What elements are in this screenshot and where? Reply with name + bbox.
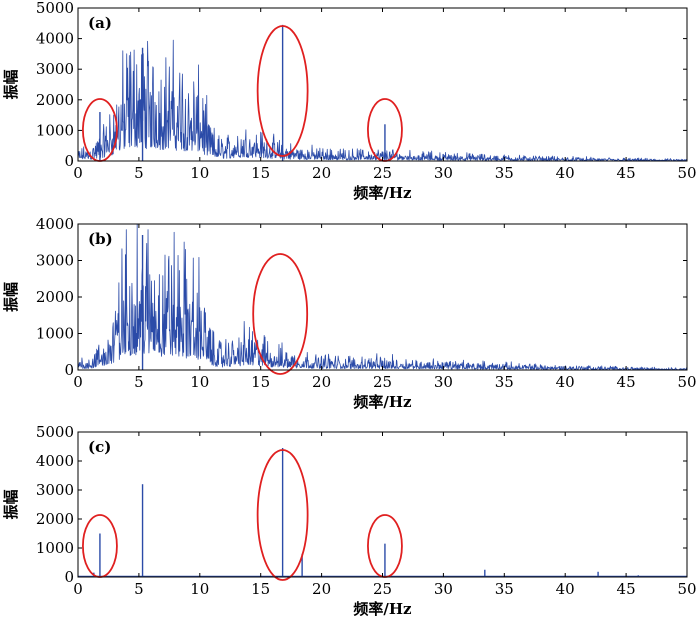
x-tick-label: 25 — [373, 164, 392, 182]
x-tick-label: 45 — [617, 373, 636, 391]
y-tick-label: 0 — [64, 152, 74, 170]
x-tick-label: 15 — [251, 580, 270, 598]
x-tick-label: 30 — [434, 164, 453, 182]
x-tick-label: 5 — [134, 373, 144, 391]
panel-a: 0 5 10 15 20 25 30 35 40 45 50 0 1000 2000 3000 4000 500… — [2, 0, 697, 202]
y-axis-title: 振幅 — [2, 69, 20, 99]
x-tick-label: 5 — [134, 580, 144, 598]
x-tick-label: 40 — [556, 580, 575, 598]
x-tick-label: 15 — [251, 164, 270, 182]
x-tick-label: 35 — [495, 373, 514, 391]
panel-b: 0 5 10 15 20 25 30 35 40 45 50 0 1000 2000 3000 4000 (b)… — [2, 215, 697, 411]
x-tick-label: 35 — [495, 164, 514, 182]
x-axis-title: 频率/Hz — [353, 184, 412, 202]
x-tick-label: 45 — [617, 580, 636, 598]
y-tick-label: 0 — [64, 568, 74, 586]
x-tick-label: 45 — [617, 164, 636, 182]
x-tick-label: 0 — [73, 164, 83, 182]
x-tick-label: 40 — [556, 164, 575, 182]
panel-c: 0 5 10 15 20 25 30 35 40 45 50 0 1000 2000 3000 4000 500… — [2, 423, 697, 618]
highlight-circle-1 — [256, 25, 309, 157]
x-tick-label: 30 — [434, 373, 453, 391]
y-tick-label: 2000 — [36, 91, 74, 109]
x-tick-label: 0 — [73, 373, 83, 391]
y-tick-label: 3000 — [36, 481, 74, 499]
x-tick-label: 40 — [556, 373, 575, 391]
y-tick-label: 1000 — [36, 325, 74, 343]
y-tick-label: 2000 — [36, 288, 74, 306]
x-tick-label: 25 — [373, 580, 392, 598]
x-tick-label: 20 — [312, 373, 331, 391]
y-tick-label: 4000 — [36, 452, 74, 470]
y-tick-label: 3000 — [36, 60, 74, 78]
x-tick-label: 50 — [677, 580, 696, 598]
x-tick-label: 20 — [312, 164, 331, 182]
x-tick-label: 10 — [190, 580, 209, 598]
x-tick-label: 50 — [677, 164, 696, 182]
x-tick-label: 30 — [434, 580, 453, 598]
x-tick-label: 20 — [312, 580, 331, 598]
x-tick-label: 0 — [73, 580, 83, 598]
y-tick-label: 1000 — [36, 539, 74, 557]
y-axis-title: 振幅 — [2, 282, 20, 312]
x-tick-label: 50 — [677, 373, 696, 391]
y-tick-label: 4000 — [36, 215, 74, 233]
y-tick-label: 2000 — [36, 510, 74, 528]
x-tick-label: 10 — [190, 164, 209, 182]
x-tick-label: 10 — [190, 373, 209, 391]
x-tick-label: 5 — [134, 164, 144, 182]
x-tick-label: 15 — [251, 373, 270, 391]
highlight-circle-0 — [252, 253, 309, 375]
highlight-circle-1 — [256, 449, 309, 581]
spectrum-line — [77, 223, 688, 371]
y-tick-label: 3000 — [36, 252, 74, 270]
y-tick-label: 5000 — [36, 0, 74, 17]
y-tick-label: 0 — [64, 361, 74, 379]
x-axis-title: 频率/Hz — [353, 393, 412, 411]
panel-label: (c) — [88, 438, 111, 456]
y-axis-title: 振幅 — [2, 489, 20, 519]
axes-frame — [77, 431, 688, 578]
x-tick-label: 25 — [373, 373, 392, 391]
y-tick-label: 4000 — [36, 30, 74, 48]
panel-label: (b) — [88, 230, 113, 248]
panel-label: (a) — [88, 14, 112, 32]
y-tick-label: 1000 — [36, 121, 74, 139]
x-tick-label: 35 — [495, 580, 514, 598]
y-tick-label: 5000 — [36, 423, 74, 441]
spectrum-line — [77, 39, 688, 162]
x-axis-title: 频率/Hz — [353, 600, 412, 618]
